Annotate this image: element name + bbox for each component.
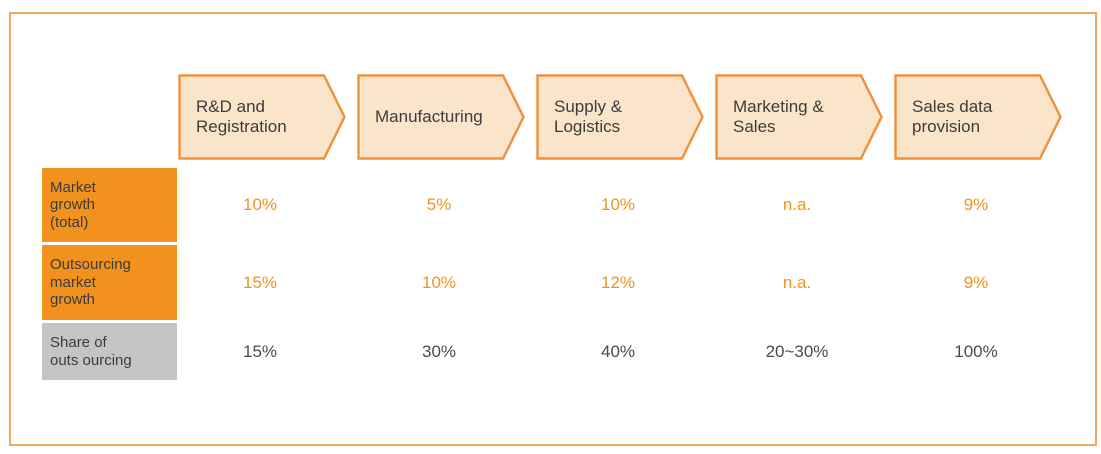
stage-sales-data-provision: Sales data provision: [894, 74, 1062, 160]
chevron-arrow-icon: [357, 74, 525, 160]
row-label-outsourcing-market-growth: Outsourcing market growth: [42, 245, 177, 320]
value-cell: 30%: [421, 341, 457, 361]
stage-rd-registration: R&D and Registration: [178, 74, 346, 160]
chevron-arrow-icon: [894, 74, 1062, 160]
value-cell: 9%: [963, 272, 989, 292]
value-cell: 10%: [600, 195, 636, 214]
stage-manufacturing: Manufacturing: [357, 74, 525, 160]
value-cell: 9%: [963, 195, 989, 214]
stage-supply-logistics: Supply & Logistics: [536, 74, 704, 160]
value-cell: 100%: [954, 341, 998, 361]
value-cell: 40%: [600, 341, 636, 361]
stage-label: Sales data provision: [912, 97, 993, 136]
stage-label: Supply & Logistics: [554, 97, 623, 136]
stage-marketing-sales: Marketing & Sales: [715, 74, 883, 160]
value-cell: 5%: [426, 195, 452, 214]
chevron-arrow-icon: [536, 74, 704, 160]
value-cell: 10%: [242, 195, 278, 214]
chevron-arrow-icon: [178, 74, 346, 160]
stage-label: Manufacturing: [375, 107, 483, 126]
value-cell: 12%: [600, 272, 636, 292]
value-cell: 15%: [242, 272, 278, 292]
value-cell: 15%: [242, 341, 278, 361]
stage-label: Marketing & Sales: [733, 97, 824, 136]
row-label-share-of-outsourcing: Share of outs ourcing: [42, 323, 177, 380]
row-label-market-growth-total: Market growth (total): [42, 168, 177, 242]
value-cell: n.a.: [782, 272, 812, 292]
stage-label: R&D and Registration: [196, 97, 287, 136]
value-cell: 20~30%: [765, 341, 829, 361]
chevron-arrow-icon: [715, 74, 883, 160]
value-cell: 10%: [421, 272, 457, 292]
value-cell: n.a.: [782, 195, 812, 214]
